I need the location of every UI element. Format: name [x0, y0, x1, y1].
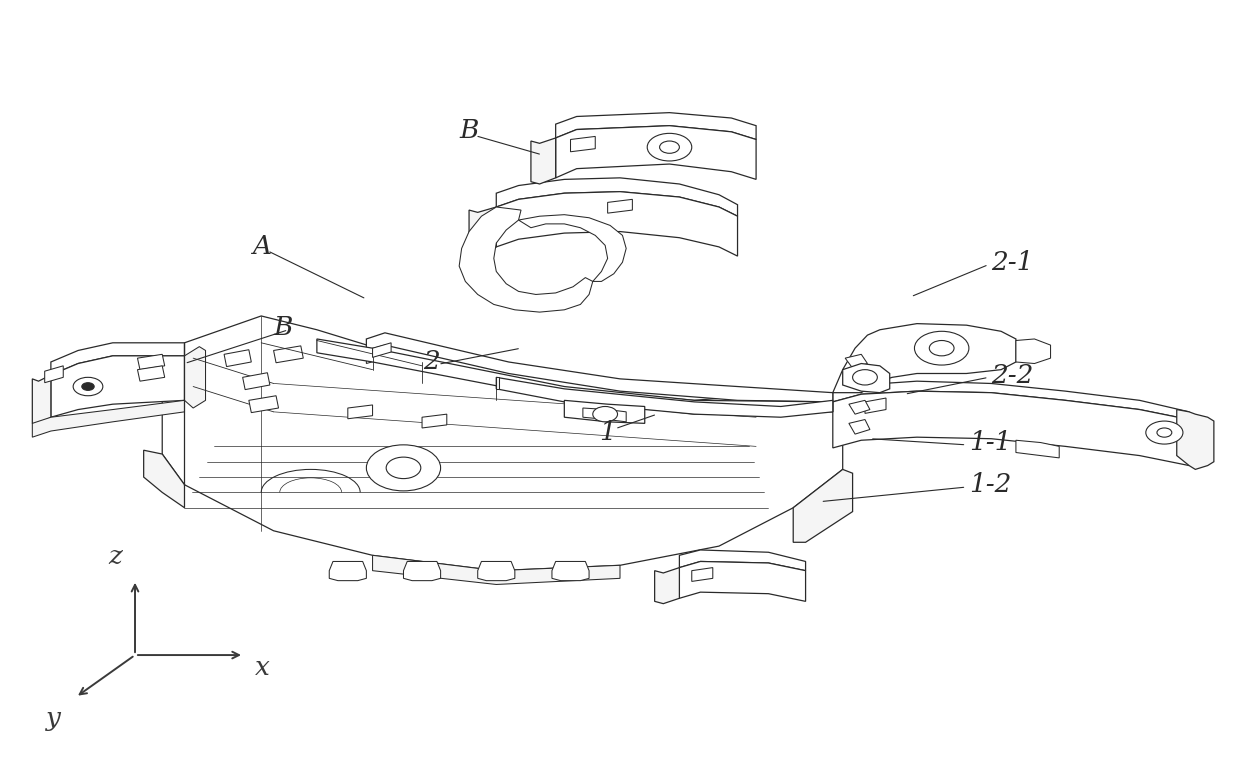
Circle shape — [914, 331, 968, 365]
Polygon shape — [144, 450, 185, 507]
Circle shape — [593, 407, 618, 422]
Polygon shape — [274, 346, 304, 363]
Polygon shape — [51, 343, 185, 375]
Circle shape — [647, 133, 692, 161]
Polygon shape — [249, 396, 279, 413]
Polygon shape — [496, 178, 738, 216]
Polygon shape — [496, 377, 833, 417]
Text: A: A — [252, 234, 270, 259]
Polygon shape — [556, 126, 756, 179]
Polygon shape — [849, 400, 870, 414]
Polygon shape — [833, 391, 1189, 466]
Polygon shape — [162, 316, 843, 571]
Polygon shape — [347, 405, 372, 419]
Polygon shape — [32, 375, 51, 425]
Polygon shape — [138, 354, 165, 370]
Polygon shape — [138, 366, 165, 381]
Polygon shape — [224, 350, 252, 367]
Text: 1-2: 1-2 — [968, 472, 1012, 497]
Circle shape — [929, 340, 954, 356]
Polygon shape — [518, 215, 626, 281]
Polygon shape — [366, 345, 384, 363]
Polygon shape — [51, 356, 185, 417]
Polygon shape — [564, 400, 645, 424]
Polygon shape — [1177, 410, 1214, 470]
Polygon shape — [531, 138, 556, 184]
Polygon shape — [469, 207, 496, 253]
Polygon shape — [556, 112, 756, 139]
Polygon shape — [243, 373, 270, 390]
Text: x: x — [255, 655, 270, 680]
Text: B: B — [274, 315, 293, 340]
Circle shape — [82, 383, 94, 390]
Polygon shape — [403, 561, 440, 581]
Text: 2-1: 2-1 — [991, 249, 1034, 275]
Polygon shape — [372, 555, 620, 584]
Polygon shape — [477, 561, 515, 581]
Text: 1-1: 1-1 — [968, 430, 1012, 455]
Polygon shape — [833, 323, 1016, 393]
Polygon shape — [846, 354, 868, 368]
Polygon shape — [45, 366, 63, 383]
Polygon shape — [552, 561, 589, 581]
Polygon shape — [459, 207, 593, 312]
Polygon shape — [680, 550, 806, 571]
Text: 1: 1 — [599, 420, 616, 445]
Polygon shape — [583, 408, 626, 422]
Polygon shape — [496, 377, 498, 389]
Polygon shape — [1016, 440, 1059, 458]
Polygon shape — [849, 420, 870, 434]
Text: 2-2: 2-2 — [991, 363, 1034, 387]
Polygon shape — [330, 561, 366, 581]
Polygon shape — [833, 381, 1189, 420]
Circle shape — [1146, 421, 1183, 444]
Polygon shape — [866, 398, 887, 413]
Circle shape — [386, 457, 420, 479]
Polygon shape — [655, 567, 680, 604]
Circle shape — [1157, 428, 1172, 437]
Polygon shape — [366, 333, 833, 402]
Circle shape — [366, 445, 440, 491]
Polygon shape — [496, 192, 738, 256]
Polygon shape — [680, 561, 806, 601]
Text: z: z — [109, 544, 123, 569]
Circle shape — [73, 377, 103, 396]
Polygon shape — [843, 363, 890, 393]
Polygon shape — [1016, 339, 1050, 363]
Text: B: B — [459, 118, 479, 142]
Polygon shape — [794, 470, 853, 542]
Polygon shape — [570, 136, 595, 152]
Circle shape — [660, 141, 680, 153]
Text: y: y — [46, 705, 61, 731]
Polygon shape — [608, 199, 632, 213]
Circle shape — [853, 370, 878, 385]
Polygon shape — [317, 339, 833, 414]
Polygon shape — [185, 346, 206, 408]
Polygon shape — [372, 343, 391, 357]
Polygon shape — [849, 373, 870, 388]
Polygon shape — [32, 400, 185, 437]
Polygon shape — [422, 414, 446, 428]
Text: 2: 2 — [424, 350, 440, 374]
Polygon shape — [692, 567, 713, 581]
